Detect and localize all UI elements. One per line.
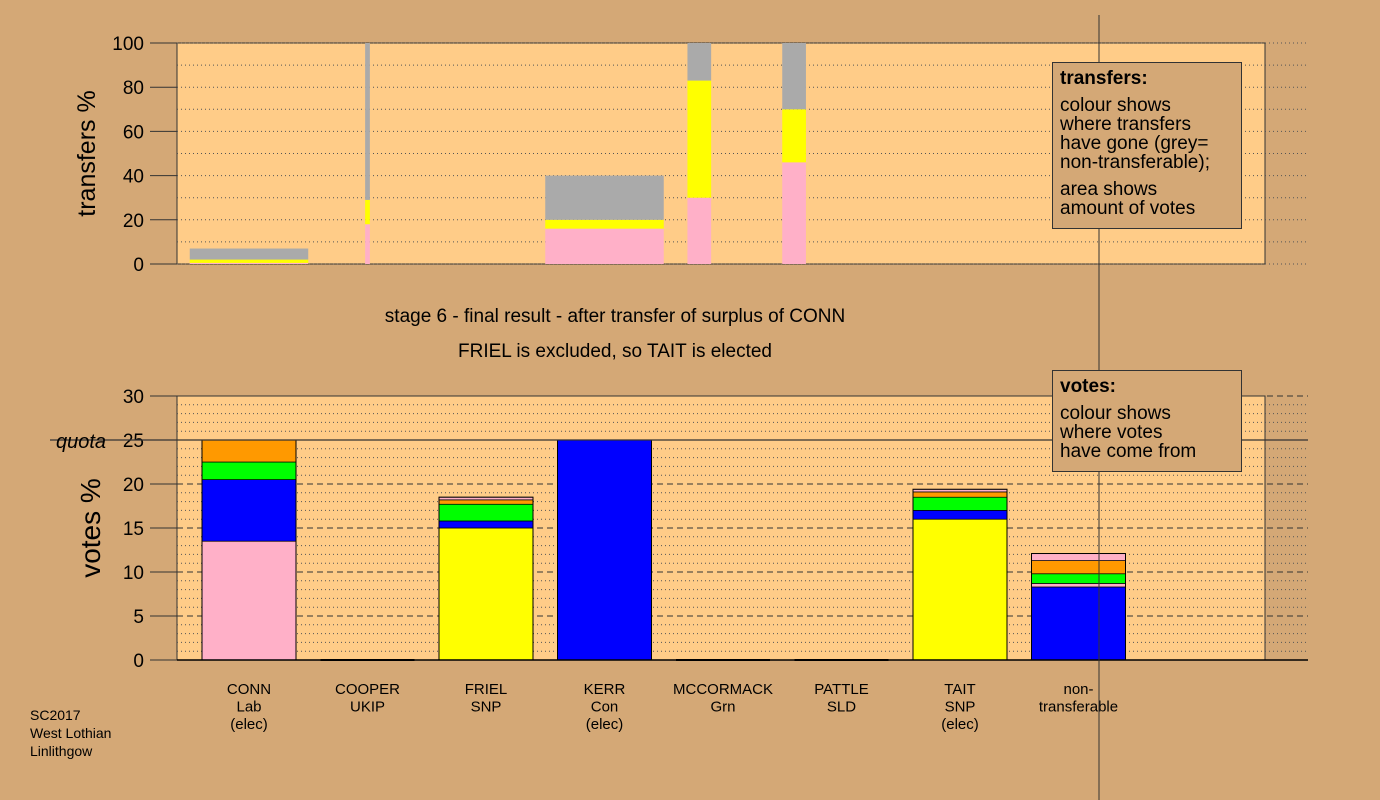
votes-bar-segment <box>201 540 297 661</box>
candidate-label: Grn <box>710 699 735 716</box>
votes-bar-segment <box>1031 586 1126 661</box>
votes-bar-segment <box>1031 573 1126 584</box>
candidate-label: TAIT <box>944 681 975 698</box>
transfers-legend-line: colour shows <box>1060 95 1171 116</box>
election-code: SC2017 <box>30 707 81 723</box>
transfers-tick-label: 0 <box>133 255 144 276</box>
votes-bar-segment <box>438 520 534 529</box>
candidate-label: (elec) <box>941 716 979 733</box>
candidate-label: KERR <box>584 681 626 698</box>
election-identifier: SC2017 West Lothian Linlithgow <box>30 706 111 760</box>
transfers-bar-segment <box>782 43 806 110</box>
votes-bar-segment <box>201 479 297 542</box>
votes-bar-segment <box>912 518 1008 661</box>
candidate-label: FRIEL <box>465 681 508 698</box>
votes-tick-label: 25 <box>123 431 144 452</box>
candidate-label: MCCORMACK <box>673 681 773 698</box>
votes-bar-segment <box>201 439 297 463</box>
transfers-legend-line: non-transferable); <box>1060 152 1210 173</box>
votes-legend-line: colour shows <box>1060 403 1171 424</box>
votes-bar-segment <box>438 499 534 505</box>
votes-axis-label: votes % <box>75 478 106 578</box>
votes-bar-segment <box>912 491 1008 498</box>
candidate-label: Con <box>591 699 619 716</box>
candidate-label: UKIP <box>350 699 385 716</box>
candidate-label: (elec) <box>586 716 624 733</box>
votes-bar-segment <box>201 461 297 480</box>
transfers-bar-segment <box>365 224 370 264</box>
transfers-bar-segment <box>687 80 712 198</box>
votes-legend-line: have come from <box>1060 441 1197 462</box>
transfers-axis-label: transfers % <box>73 90 101 216</box>
votes-tick-label: 0 <box>133 651 144 672</box>
transfers-bar-segment <box>782 109 806 163</box>
votes-legend-title: votes: <box>1060 376 1116 397</box>
candidate-label: (elec) <box>230 716 268 733</box>
transfers-bar-segment <box>545 175 664 220</box>
transfers-legend-line: amount of votes <box>1060 198 1196 219</box>
transfers-bar-segment <box>365 43 370 200</box>
result-caption: FRIEL is excluded, so TAIT is elected <box>458 341 772 362</box>
votes-bar-segment <box>1031 553 1126 561</box>
candidate-label: Lab <box>236 699 261 716</box>
transfers-bar-segment <box>782 162 806 264</box>
votes-tick-label: 10 <box>123 563 144 584</box>
transfers-bar-segment <box>189 259 309 263</box>
votes-bar-segment <box>438 503 534 522</box>
council-name: West Lothian <box>30 725 112 741</box>
transfers-legend: transfers: colour shows where transfers … <box>1052 62 1242 229</box>
quota-label: quota <box>56 431 106 453</box>
transfers-legend-line: have gone (grey= <box>1060 133 1209 154</box>
candidate-label: PATTLE <box>814 681 868 698</box>
votes-bar-segment <box>912 496 1008 511</box>
votes-legend: votes: colour shows where votes have com… <box>1052 370 1242 472</box>
transfers-bar-segment <box>687 43 712 81</box>
transfers-bar-segment <box>545 228 664 264</box>
transfers-tick-label: 80 <box>123 78 144 99</box>
transfers-bar-segment <box>189 248 309 260</box>
votes-tick-label: 5 <box>133 607 144 628</box>
candidate-label: SLD <box>827 699 856 716</box>
transfers-tick-label: 20 <box>123 211 144 232</box>
candidate-label: SNP <box>945 699 976 716</box>
votes-bar-segment <box>438 527 534 661</box>
transfers-tick-label: 100 <box>112 34 144 55</box>
votes-bar-segment <box>1031 560 1126 575</box>
transfers-legend-line: where transfers <box>1060 114 1191 135</box>
votes-bar-segment <box>1031 583 1126 588</box>
candidate-label: non- <box>1063 681 1093 698</box>
transfers-bar-segment <box>365 199 370 225</box>
candidate-label: COOPER <box>335 681 400 698</box>
votes-tick-label: 20 <box>123 475 144 496</box>
votes-bar-segment <box>557 439 652 661</box>
candidate-label: CONN <box>227 681 271 698</box>
transfers-bar-segment <box>545 219 664 229</box>
transfers-legend-title: transfers: <box>1060 68 1148 89</box>
votes-tick-label: 15 <box>123 519 144 540</box>
votes-tick-label: 30 <box>123 387 144 408</box>
transfers-bar-segment <box>189 262 309 264</box>
candidate-label: transferable <box>1039 699 1118 716</box>
stage-caption: stage 6 - final result - after transfer … <box>384 306 846 327</box>
transfers-bar-segment <box>687 197 712 264</box>
transfers-tick-label: 40 <box>123 167 144 188</box>
candidate-label: SNP <box>471 699 502 716</box>
transfers-tick-label: 60 <box>123 122 144 143</box>
votes-bar-segment <box>912 510 1008 520</box>
votes-legend-line: where votes <box>1060 422 1163 443</box>
transfers-legend-line: area shows <box>1060 179 1158 200</box>
ward-name: Linlithgow <box>30 743 93 759</box>
